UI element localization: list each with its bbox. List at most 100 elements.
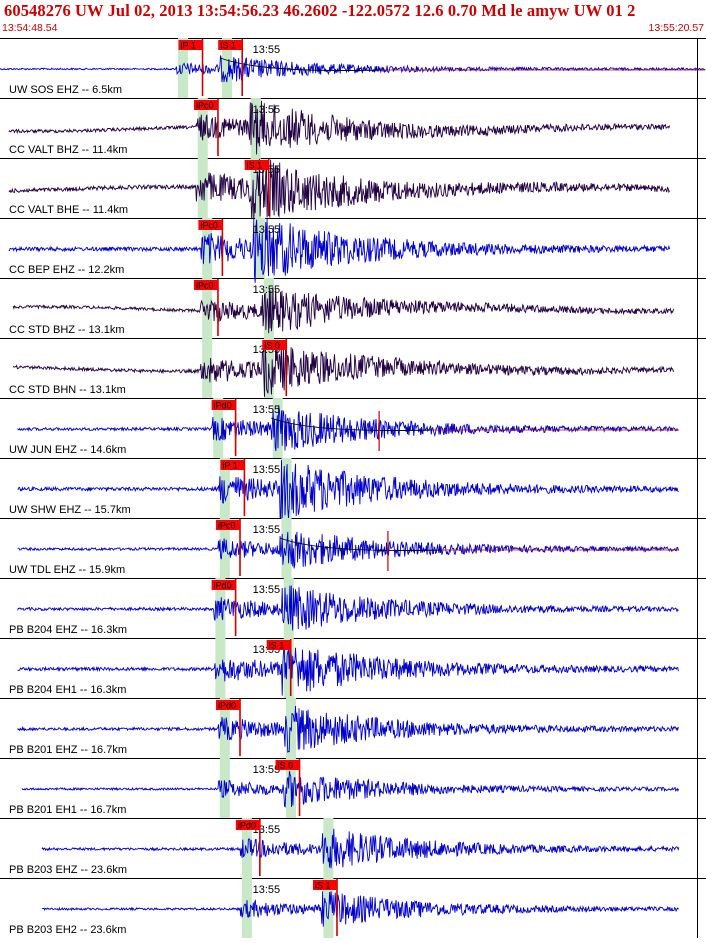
minute-label: 13:55 xyxy=(253,284,281,296)
pick-box xyxy=(193,100,218,110)
s-window-band xyxy=(222,38,233,98)
pick-label: iS 1 xyxy=(220,41,236,51)
s-window-band xyxy=(250,158,261,218)
end-time: 13:55:20.57 xyxy=(648,22,704,34)
minute-label: 13:55 xyxy=(253,524,281,536)
trace-row: 13:55 iPc0 CC VALT BHZ -- 11.4km xyxy=(8,98,671,158)
synthetic-curve xyxy=(270,417,433,431)
p-window-band xyxy=(202,218,213,278)
pick-label: iS 1 xyxy=(269,641,285,651)
pick-box xyxy=(266,640,291,650)
waveform-trace xyxy=(17,644,679,696)
pick-box xyxy=(312,880,337,890)
minute-label: 13:55 xyxy=(253,224,281,236)
pick-box xyxy=(211,400,236,410)
station-label: CC VALT BHZ -- 11.4km xyxy=(9,144,127,156)
station-label: UW JUN EHZ -- 14.6km xyxy=(9,444,126,456)
pick-box xyxy=(235,820,260,830)
seismogram-svg: 13:55 iP 1 iS 1 UW SOS EHZ -- 6.5km 13:55 iPc… xyxy=(0,38,706,939)
waveform-trace xyxy=(17,531,679,569)
station-label: PB B203 EHZ -- 23.6km xyxy=(9,864,127,876)
trace-row: iPd0 PB B201 EHZ -- 16.7km xyxy=(9,698,679,758)
waveform-trace xyxy=(17,405,679,451)
pick-label: iPc0 xyxy=(196,281,214,291)
waveform-trace xyxy=(41,891,680,927)
pick-box xyxy=(275,760,300,770)
s-window-band xyxy=(283,578,294,638)
pick-label: iPc0 xyxy=(196,101,214,111)
pick-label: iP 1 xyxy=(222,461,237,471)
minute-label: 13:55 xyxy=(253,764,281,776)
station-label: PB B203 EH2 -- 23.6km xyxy=(9,924,126,936)
waveform-trace xyxy=(21,770,680,808)
pick-box xyxy=(244,160,269,170)
header: 60548276 UW Jul 02, 2013 13:54:56.23 46.… xyxy=(0,0,706,38)
pick-label: iP 1 xyxy=(181,41,196,51)
station-label: UW SOS EHZ -- 6.5km xyxy=(9,84,122,96)
s-window-band xyxy=(323,878,334,938)
pick-box xyxy=(218,40,243,50)
waveform-trace xyxy=(17,705,679,753)
waveform-trace xyxy=(8,100,671,155)
minute-label: 13:55 xyxy=(253,884,281,896)
pick-label: iPd0 xyxy=(218,701,236,711)
p-window-band xyxy=(241,818,252,878)
start-time: 13:54:48.54 xyxy=(2,22,58,34)
pick-label: iPc0 xyxy=(218,521,236,531)
pick-box xyxy=(262,340,287,350)
pick-label: iS 1 xyxy=(247,161,263,171)
waveform-trace xyxy=(8,158,670,221)
s-window-band xyxy=(281,458,292,518)
synthetic-curve xyxy=(220,57,382,71)
waveform-trace xyxy=(12,342,675,397)
minute-label: 13:55 xyxy=(253,104,281,116)
station-label: CC STD BHZ -- 13.1km xyxy=(9,324,125,336)
pick-box xyxy=(216,520,241,530)
station-label: PB B201 EHZ -- 16.7km xyxy=(9,744,127,756)
pick-label: iPd0 xyxy=(214,401,232,411)
station-label: PB B204 EH1 -- 16.3km xyxy=(9,684,126,696)
p-window-band xyxy=(202,338,213,398)
minute-label: 13:55 xyxy=(253,44,281,56)
trace-row: 13:55 iPc0 UW TDL EHZ -- 15.9km xyxy=(9,518,679,578)
pick-box xyxy=(198,220,223,230)
pick-box xyxy=(220,460,245,470)
pick-label: iPd0 xyxy=(238,821,256,831)
pick-label: iPc0 xyxy=(200,221,218,231)
minute-label: 13:55 xyxy=(253,584,281,596)
minute-label: 13:55 xyxy=(253,404,281,416)
station-label: UW SHW EHZ -- 15.7km xyxy=(9,504,131,516)
pick-box xyxy=(211,580,236,590)
s-window-band xyxy=(323,818,334,878)
station-label: PB B201 EH1 -- 16.7km xyxy=(9,804,126,816)
trace-row: 13:55 iP 1 iS 1 UW SOS EHZ -- 6.5km xyxy=(0,38,706,98)
station-label: CC VALT BHE -- 11.4km xyxy=(9,204,128,216)
synthetic-curve xyxy=(279,537,441,551)
waveform-trace xyxy=(0,55,706,83)
pick-box xyxy=(178,40,203,50)
trace-row: 13:55 iS 1 PB B203 EH2 -- 23.6km xyxy=(9,878,680,938)
waveform-trace xyxy=(12,287,675,334)
station-label: PB B204 EHZ -- 16.3km xyxy=(9,624,127,636)
station-label: CC STD BHN -- 13.1km xyxy=(9,384,126,396)
trace-row: 13:55 iPd0 PB B204 EHZ -- 16.3km xyxy=(9,578,679,638)
p-window-band xyxy=(202,278,213,338)
pick-box xyxy=(193,280,218,290)
waveform-trace xyxy=(17,459,679,519)
trace-row: 13:55 iPc0 CC BEP EHZ -- 12.2km xyxy=(8,218,671,283)
pick-label: iS 0 xyxy=(278,761,294,771)
trace-row: 13:55 iPd0 UW JUN EHZ -- 14.6km xyxy=(9,398,679,458)
station-label: CC BEP EHZ -- 12.2km xyxy=(9,264,124,276)
event-title: 60548276 UW Jul 02, 2013 13:54:56.23 46.… xyxy=(4,1,636,20)
minute-label: 13:55 xyxy=(253,464,281,476)
waveform-trace xyxy=(17,585,679,631)
waveform-trace xyxy=(8,218,671,283)
pick-label: iPd0 xyxy=(214,581,232,591)
p-window-band xyxy=(177,38,188,98)
pick-label: iS 1 xyxy=(315,881,331,891)
